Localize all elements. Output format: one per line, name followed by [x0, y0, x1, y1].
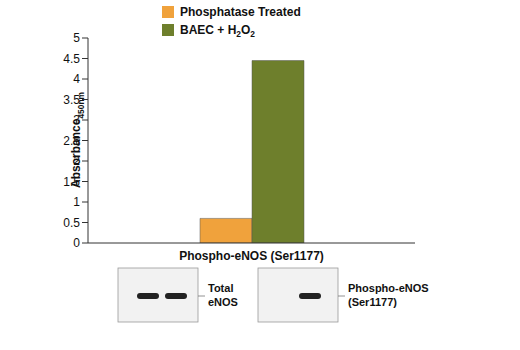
svg-text:2: 2 — [73, 154, 80, 168]
svg-text:BAEC + H2O2: BAEC + H2O2 — [180, 23, 255, 39]
svg-text:5: 5 — [73, 31, 80, 45]
svg-text:0: 0 — [73, 236, 80, 250]
svg-text:Phospho-eNOS (Ser1177): Phospho-eNOS (Ser1177) — [179, 249, 324, 263]
svg-text:3: 3 — [73, 113, 80, 127]
svg-text:3.5: 3.5 — [63, 93, 80, 107]
svg-text:4.5: 4.5 — [63, 52, 80, 66]
svg-text:1.5: 1.5 — [63, 175, 80, 189]
svg-text:Absorbance450nm: Absorbance450nm — [69, 92, 86, 188]
svg-text:eNOS: eNOS — [208, 296, 238, 308]
svg-text:4: 4 — [73, 72, 80, 86]
svg-text:Phospho-eNOS: Phospho-eNOS — [348, 282, 429, 294]
svg-text:Total: Total — [208, 282, 233, 294]
svg-text:0.5: 0.5 — [63, 216, 80, 230]
svg-text:(Ser1177): (Ser1177) — [348, 296, 397, 308]
svg-text:2.5: 2.5 — [63, 134, 80, 148]
svg-text:Phosphatase Treated: Phosphatase Treated — [180, 5, 301, 19]
svg-text:1: 1 — [73, 195, 80, 209]
